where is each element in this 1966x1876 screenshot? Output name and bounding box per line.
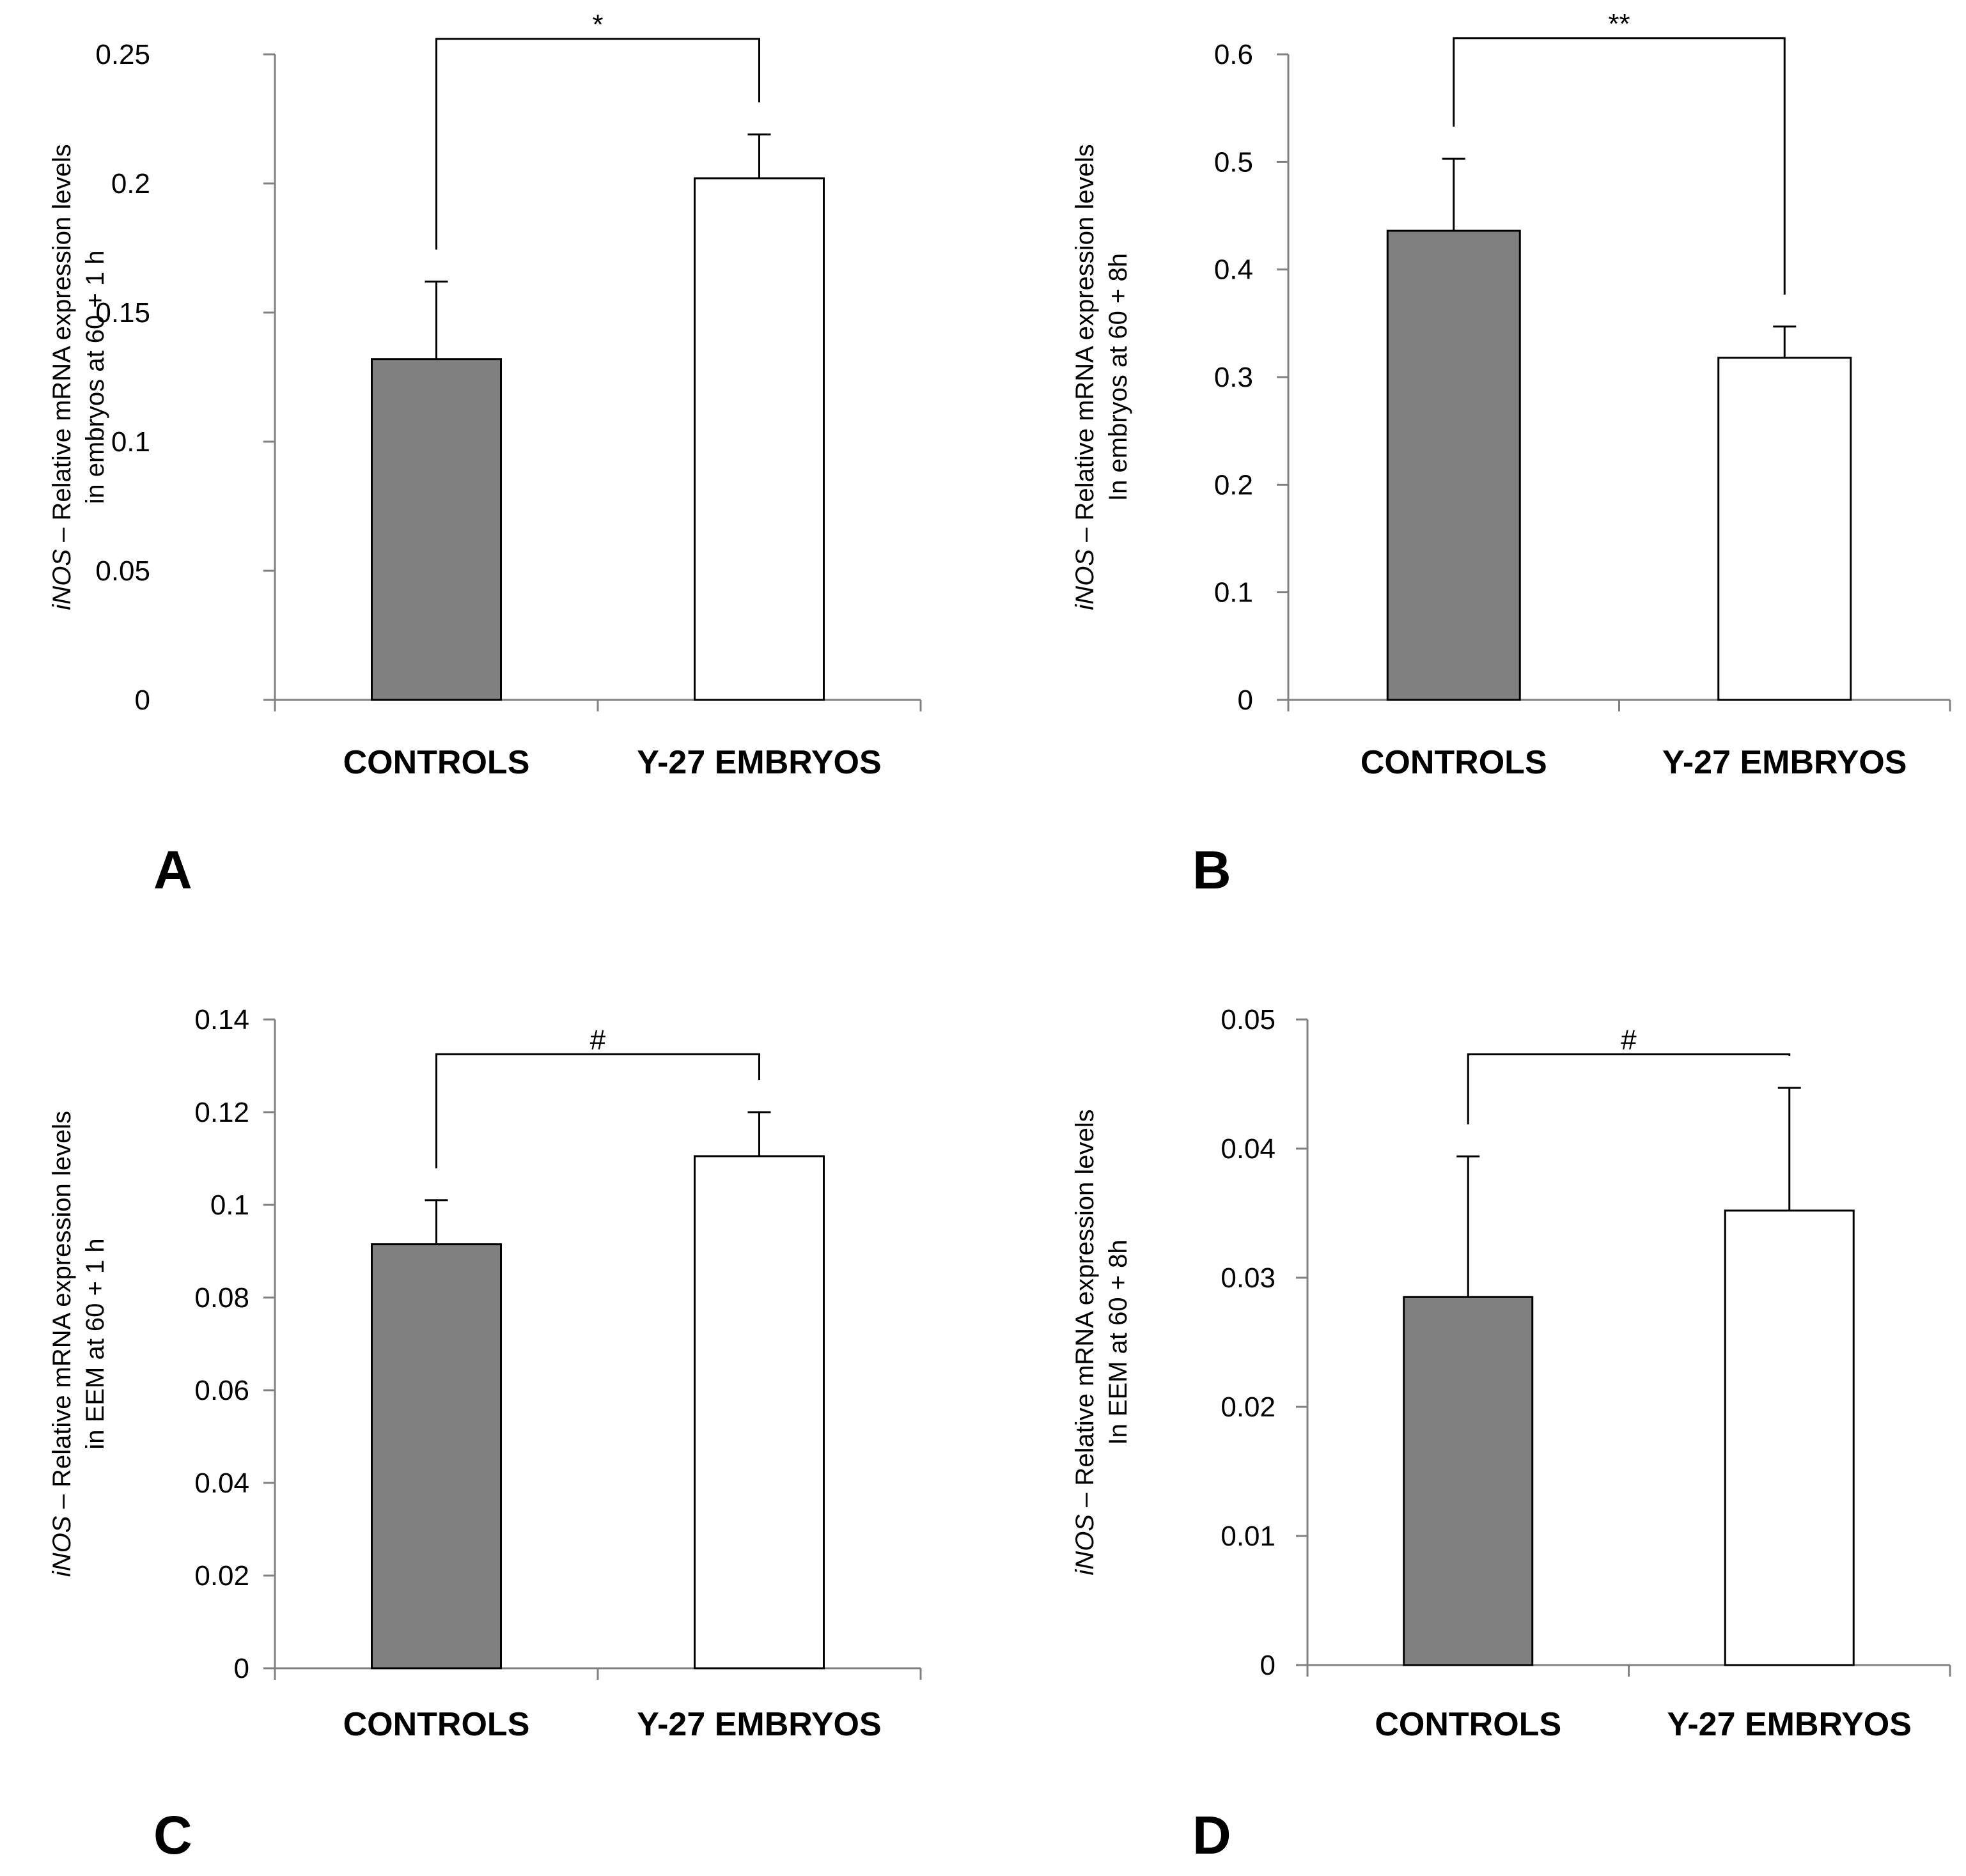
panel-b: 0 0.1 0.2 0.3 0.4 0.5 0.6 CONTROLS Y-27 EMBRYOS *… <box>1071 8 1951 900</box>
significance-marker: # <box>590 1024 606 1055</box>
y-axis-label-line2: in EEM at 60 + 1 h <box>81 1238 109 1449</box>
category-label: Y-27 EMBRYOS <box>637 744 881 781</box>
y-axis-label-line1: iNOS – Relative mRNA expression levels <box>1071 1109 1099 1575</box>
y-tick-label: 0.4 <box>1214 254 1253 286</box>
panel-letter: A <box>153 840 192 900</box>
panel-d: 0 0.01 0.02 0.03 0.04 0.05 CONTROLS Y-27 EMBRYO… <box>1071 1004 1951 1865</box>
y-axis-label-line1: iNOS – Relative mRNA expression levels <box>1071 144 1099 610</box>
category-label: Y-27 EMBRYOS <box>1667 1706 1912 1743</box>
significance-bracket <box>435 1053 760 1168</box>
significance-bracket <box>1453 37 1786 295</box>
y-tick-label: 0.25 <box>95 39 150 70</box>
category-label: CONTROLS <box>1361 744 1547 781</box>
bar-controls <box>1386 229 1521 701</box>
y-tick-label: 0.12 <box>194 1097 249 1128</box>
y-axis-label: iNOS – Relative mRNA expression levels in… <box>48 144 109 610</box>
significance-marker: * <box>592 9 603 40</box>
significance-marker: ** <box>1608 8 1630 40</box>
panel-c: 0 0.02 0.04 0.06 0.08 0.1 0.12 0.14 CONTROLS Y-27… <box>48 1004 922 1865</box>
panel-letter: D <box>1192 1805 1231 1865</box>
y-tick-label: 0.02 <box>194 1560 249 1592</box>
y-axis-label-line1: iNOS – Relative mRNA expression levels <box>48 1111 76 1577</box>
y-axis-label-gene: iNOS <box>48 1516 76 1577</box>
y-axis-label-text: – Relative mRNA expression levels <box>48 144 76 549</box>
significance-marker: # <box>1621 1025 1637 1056</box>
y-tick-label: 0.03 <box>1221 1262 1276 1294</box>
y-tick-label: 0.05 <box>1221 1004 1276 1035</box>
panel-a: 0 0.05 0.1 0.15 0.2 0.25 CONTROLS Y-27 EMBRYOS *… <box>48 9 922 900</box>
y-tick-label: 0.15 <box>95 297 150 329</box>
y-axis-label-gene: iNOS <box>1071 549 1099 610</box>
category-label: CONTROLS <box>1375 1706 1561 1743</box>
y-axis-label-text: – Relative mRNA expression levels <box>48 1111 76 1516</box>
y-tick-label: 0.5 <box>1214 146 1253 178</box>
y-axis-label: iNOS – Relative mRNA expression levels in… <box>48 1111 109 1577</box>
panel-letter: B <box>1192 840 1231 900</box>
y-tick-label: 0.06 <box>194 1375 249 1406</box>
panel-letter: C <box>153 1805 192 1865</box>
y-tick-label: 0.2 <box>111 168 150 199</box>
y-tick-label: 0 <box>1260 1650 1276 1681</box>
y-tick-label: 0 <box>1238 685 1253 716</box>
bar-y27 <box>694 177 825 701</box>
y-axis-label: iNOS – Relative mRNA expression levels In… <box>1071 1109 1132 1575</box>
y-tick-label: 0.1 <box>210 1190 249 1221</box>
category-label: Y-27 EMBRYOS <box>1662 744 1907 781</box>
y-axis-label-text: – Relative mRNA expression levels <box>1071 1109 1099 1514</box>
y-tick-label: 0.1 <box>111 426 150 458</box>
y-axis-label-text: – Relative mRNA expression levels <box>1071 144 1099 549</box>
y-tick-label: 0.05 <box>95 555 150 587</box>
y-tick-label: 0.01 <box>1221 1521 1276 1552</box>
bar-y27 <box>1724 1209 1855 1666</box>
y-tick-label: 0.08 <box>194 1282 249 1314</box>
y-tick-label: 0.14 <box>194 1004 249 1035</box>
y-tick-label: 0.04 <box>194 1468 249 1499</box>
bar-y27 <box>1717 357 1852 701</box>
y-tick-label: 0 <box>234 1653 249 1684</box>
y-tick-label: 0.04 <box>1221 1133 1276 1165</box>
y-tick-label: 0.2 <box>1214 469 1253 500</box>
y-tick-label: 0 <box>135 685 150 716</box>
bar-controls <box>1403 1296 1534 1666</box>
category-label: CONTROLS <box>343 1706 530 1743</box>
y-axis-label-line2: In EEM at 60 + 8h <box>1104 1239 1132 1445</box>
significance-bracket <box>435 38 760 250</box>
bar-y27 <box>694 1155 825 1670</box>
y-tick-label: 0.1 <box>1214 577 1253 609</box>
y-axis-label-gene: iNOS <box>48 549 76 610</box>
category-label: Y-27 EMBRYOS <box>637 1706 881 1743</box>
y-tick-label: 0.3 <box>1214 362 1253 393</box>
significance-bracket <box>1467 1053 1791 1125</box>
y-axis-label: iNOS – Relative mRNA expression levels In… <box>1071 144 1132 610</box>
y-axis-label-line1: iNOS – Relative mRNA expression levels <box>48 144 76 610</box>
y-axis-label-gene: iNOS <box>1071 1514 1099 1576</box>
y-tick-label: 0.02 <box>1221 1391 1276 1423</box>
bar-controls <box>371 1243 502 1670</box>
category-label: CONTROLS <box>343 744 530 781</box>
y-axis-label-line2: In embryos at 60 + 8h <box>1104 253 1132 501</box>
y-axis-label-line2: in embryos at 60 + 1 h <box>81 251 109 504</box>
y-tick-label: 0.6 <box>1214 39 1253 70</box>
bar-controls <box>371 358 502 701</box>
